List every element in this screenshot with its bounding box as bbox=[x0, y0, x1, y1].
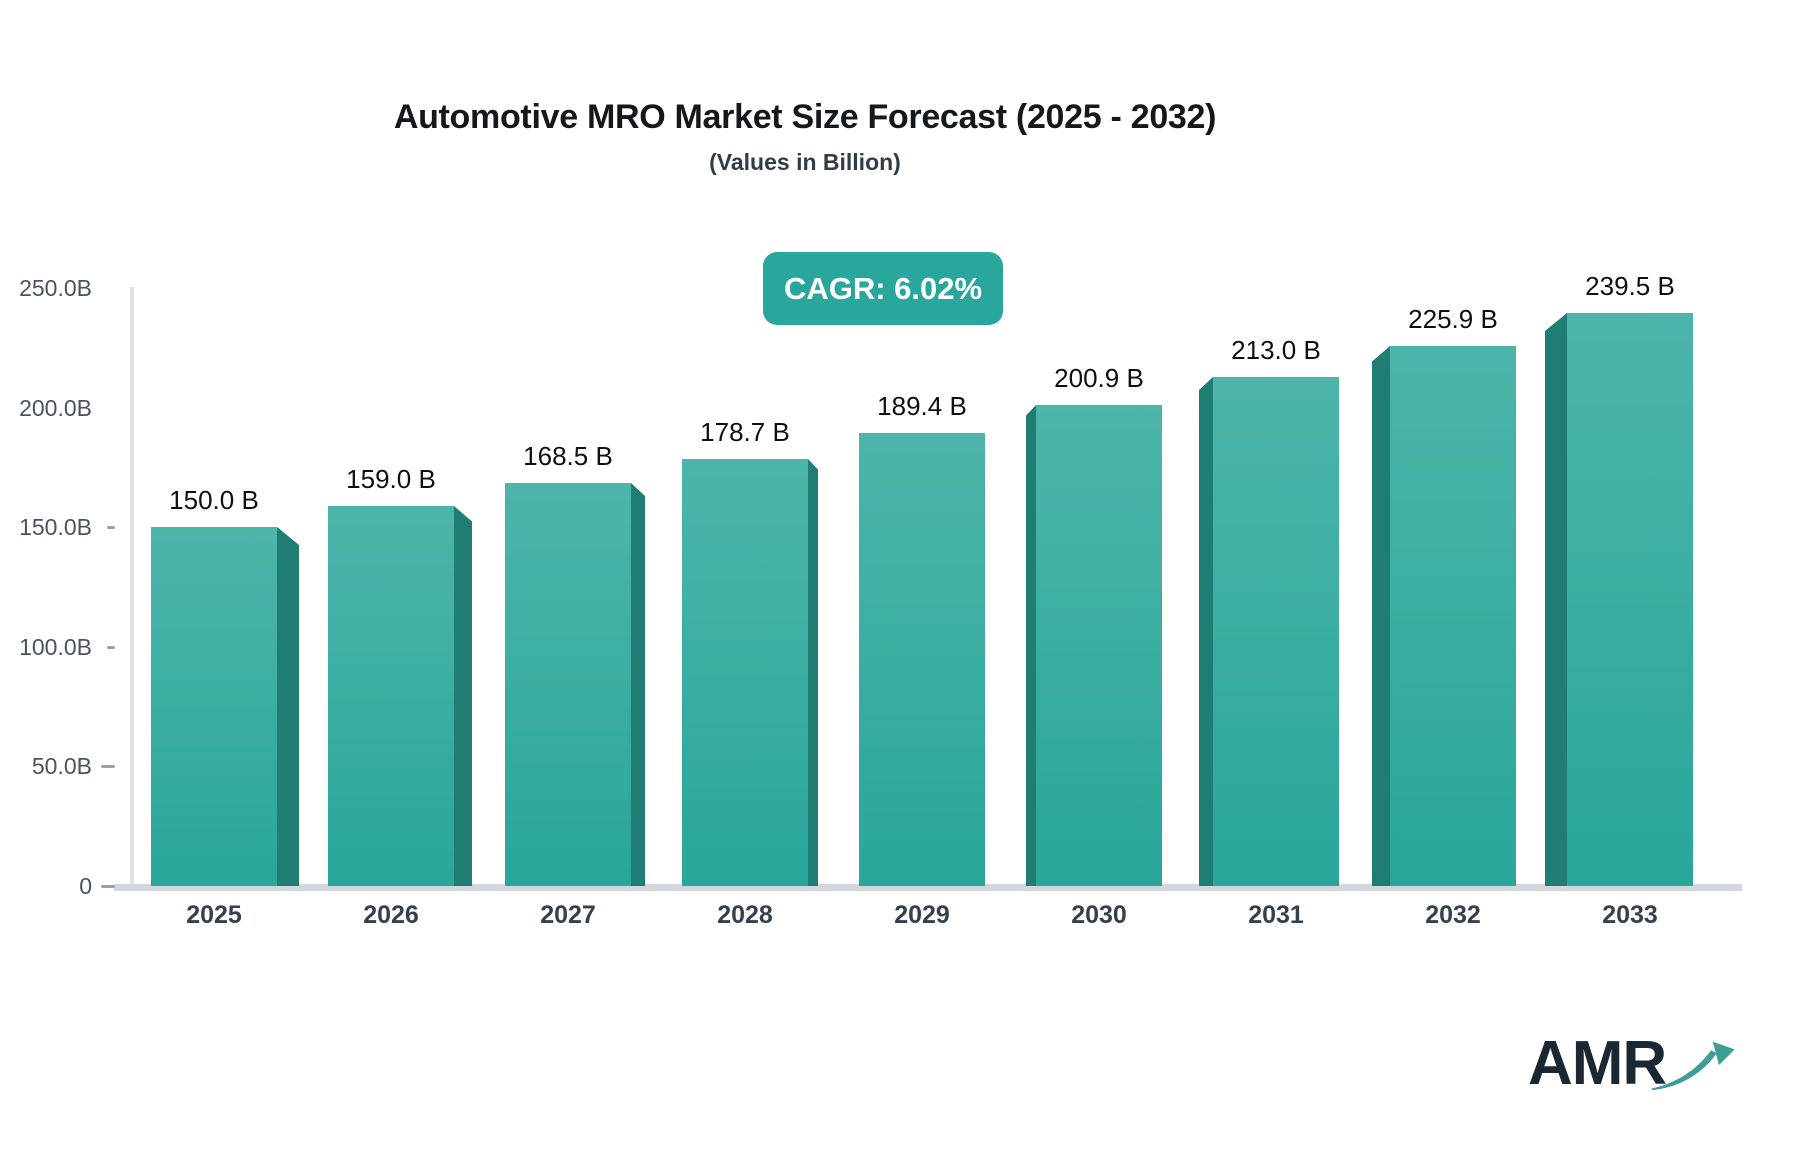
y-axis-tick-mark bbox=[101, 765, 115, 769]
bar-2029 bbox=[859, 433, 985, 886]
chart-title: Automotive MRO Market Size Forecast (202… bbox=[393, 98, 1217, 136]
bar-value-label: 225.9 B bbox=[1408, 304, 1498, 334]
bar-value-label: 178.7 B bbox=[700, 417, 790, 447]
x-axis-category-label: 2026 bbox=[363, 901, 419, 929]
brand-logo: AMR bbox=[1528, 1028, 1738, 1108]
bar-side-face bbox=[808, 459, 818, 886]
cagr-badge: CAGR: 6.02% bbox=[763, 252, 1003, 325]
y-axis-tick-label: 250.0B bbox=[19, 275, 92, 301]
bar-value-label: 200.9 B bbox=[1054, 363, 1144, 393]
bar-side-face bbox=[1026, 405, 1036, 886]
x-axis-category-label: 2031 bbox=[1248, 901, 1304, 929]
chart-subtitle: (Values in Billion) bbox=[709, 149, 901, 175]
brand-logo-text: AMR bbox=[1528, 1029, 1667, 1098]
bar-value-label: 239.5 B bbox=[1585, 271, 1675, 301]
x-axis-category-label: 2032 bbox=[1425, 901, 1481, 929]
bar-2031 bbox=[1213, 377, 1339, 886]
bar-2028 bbox=[682, 459, 808, 886]
trend-up-arrow-icon bbox=[1651, 1041, 1735, 1091]
y-axis-tick-mark bbox=[101, 885, 115, 888]
y-axis-tick-label: 200.0B bbox=[19, 394, 92, 421]
y-axis-line bbox=[130, 287, 134, 886]
x-axis-category-label: 2028 bbox=[717, 901, 773, 929]
x-axis-category-label: 2030 bbox=[1071, 901, 1127, 929]
x-axis-category-label: 2029 bbox=[894, 901, 950, 929]
bar-2027 bbox=[505, 483, 631, 886]
y-axis-tick-label: 100.0B bbox=[19, 633, 92, 660]
bar-side-face bbox=[1372, 346, 1390, 886]
bar-2033 bbox=[1567, 313, 1693, 886]
bar-2032 bbox=[1390, 346, 1516, 886]
x-axis-category-label: 2025 bbox=[186, 901, 242, 929]
bar-side-face bbox=[1199, 377, 1213, 886]
bar-side-face bbox=[454, 506, 472, 886]
bar-2026 bbox=[328, 506, 454, 886]
y-axis-tick-label: 0 bbox=[79, 873, 92, 899]
cagr-badge-label: CAGR: 6.02% bbox=[783, 270, 983, 306]
bar-2025 bbox=[151, 527, 277, 886]
bar-side-face bbox=[277, 527, 299, 886]
bar-side-face bbox=[631, 483, 645, 886]
y-axis-tick-label: 50.0B bbox=[31, 753, 92, 780]
bar-value-label: 168.5 B bbox=[523, 441, 613, 471]
bar-2030 bbox=[1036, 405, 1162, 886]
y-axis-tick-mark bbox=[107, 526, 115, 530]
x-axis-baseline bbox=[114, 884, 1742, 891]
bar-value-label: 189.4 B bbox=[877, 391, 967, 421]
bar-value-label: 159.0 B bbox=[346, 464, 436, 494]
x-axis-category-label: 2033 bbox=[1602, 901, 1658, 929]
x-axis-category-label: 2027 bbox=[540, 901, 596, 929]
bar-value-label: 213.0 B bbox=[1231, 335, 1321, 365]
y-axis-tick-label: 150.0B bbox=[19, 514, 92, 541]
bar-side-face bbox=[1545, 313, 1567, 886]
y-axis-tick-mark bbox=[107, 645, 115, 649]
bar-value-label: 150.0 B bbox=[169, 485, 259, 515]
